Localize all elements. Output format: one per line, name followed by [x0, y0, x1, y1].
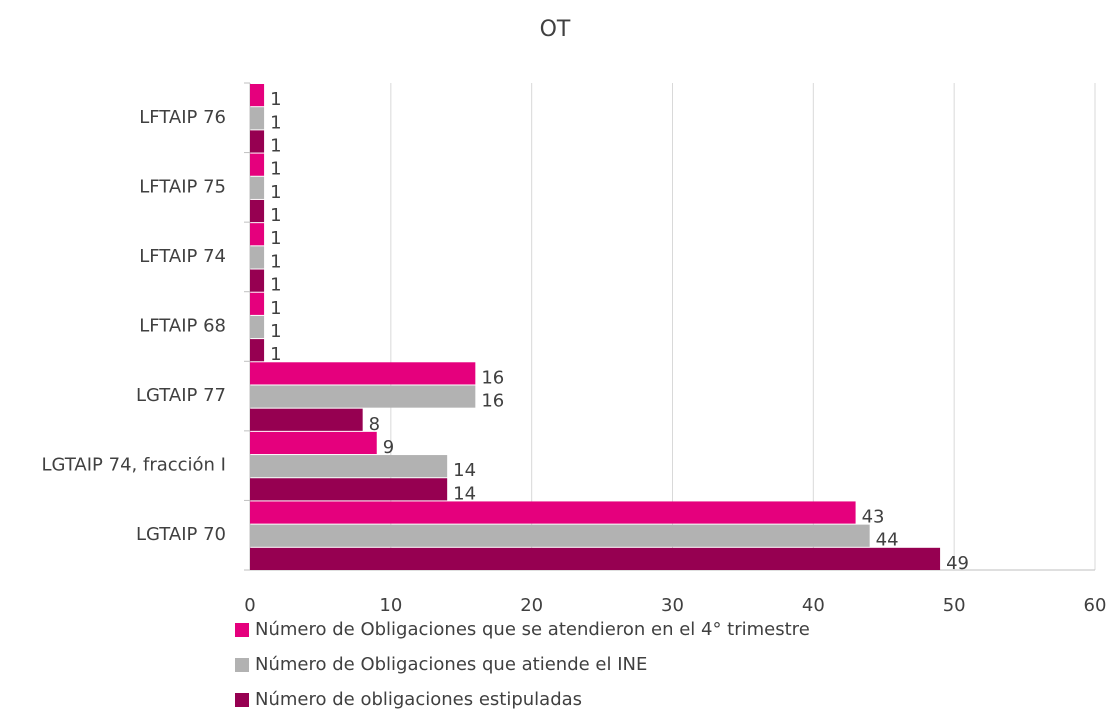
data-label: 8 — [369, 414, 380, 435]
bar — [250, 315, 265, 339]
chart-title: OT — [540, 17, 571, 42]
bar — [250, 246, 265, 269]
legend-label: Número de obligaciones estipuladas — [255, 689, 582, 710]
bar — [250, 478, 448, 501]
legend-label: Número de Obligaciones que atiende el IN… — [255, 654, 647, 675]
data-label: 16 — [481, 367, 504, 388]
data-label: 1 — [270, 275, 281, 296]
data-label: 1 — [270, 182, 281, 203]
bar — [250, 385, 476, 408]
bar — [250, 501, 856, 524]
bar — [250, 362, 476, 385]
bar — [250, 223, 265, 246]
bar — [250, 292, 265, 315]
data-label: 14 — [453, 460, 476, 481]
data-label: 1 — [270, 159, 281, 180]
data-label: 1 — [270, 228, 281, 249]
legend-swatch — [235, 658, 249, 672]
y-tick-label: LGTAIP 74, fracción I — [42, 455, 227, 476]
data-label: 44 — [876, 530, 899, 551]
x-tick-label: 20 — [520, 595, 543, 616]
x-tick-label: 50 — [943, 595, 966, 616]
legend-label: Número de Obligaciones que se atendieron… — [255, 619, 810, 640]
bar — [250, 130, 265, 153]
bar — [250, 176, 265, 199]
data-label: 1 — [270, 321, 281, 342]
bar — [250, 107, 265, 130]
data-label: 1 — [270, 251, 281, 272]
y-tick-label: LFTAIP 68 — [139, 316, 226, 337]
data-label: 1 — [270, 344, 281, 365]
x-tick-label: 30 — [661, 595, 684, 616]
bar — [250, 547, 941, 570]
bar — [250, 153, 265, 176]
y-tick-label: LGTAIP 77 — [136, 385, 226, 406]
y-tick-label: LGTAIP 70 — [136, 524, 226, 545]
bar — [250, 455, 448, 478]
data-label: 9 — [383, 437, 394, 458]
bar — [250, 84, 265, 107]
y-tick-label: LFTAIP 74 — [139, 246, 226, 267]
data-label: 14 — [453, 483, 476, 504]
data-label: 1 — [270, 89, 281, 110]
data-label: 1 — [270, 298, 281, 319]
data-label: 1 — [270, 112, 281, 133]
data-label: 1 — [270, 205, 281, 226]
bar — [250, 524, 870, 547]
bar — [250, 408, 363, 431]
data-label: 16 — [481, 391, 504, 412]
legend-swatch — [235, 693, 249, 707]
data-label: 1 — [270, 135, 281, 156]
bar — [250, 339, 265, 362]
bar — [250, 431, 377, 455]
x-tick-label: 60 — [1084, 595, 1107, 616]
x-tick-label: 0 — [244, 595, 255, 616]
bar — [250, 269, 265, 292]
data-label: 43 — [862, 507, 885, 528]
x-tick-label: 40 — [802, 595, 825, 616]
y-tick-label: LFTAIP 75 — [139, 176, 226, 197]
x-tick-label: 10 — [379, 595, 402, 616]
bar — [250, 199, 265, 223]
data-label: 49 — [946, 553, 969, 574]
y-tick-label: LFTAIP 76 — [139, 107, 226, 128]
legend-swatch — [235, 623, 249, 637]
